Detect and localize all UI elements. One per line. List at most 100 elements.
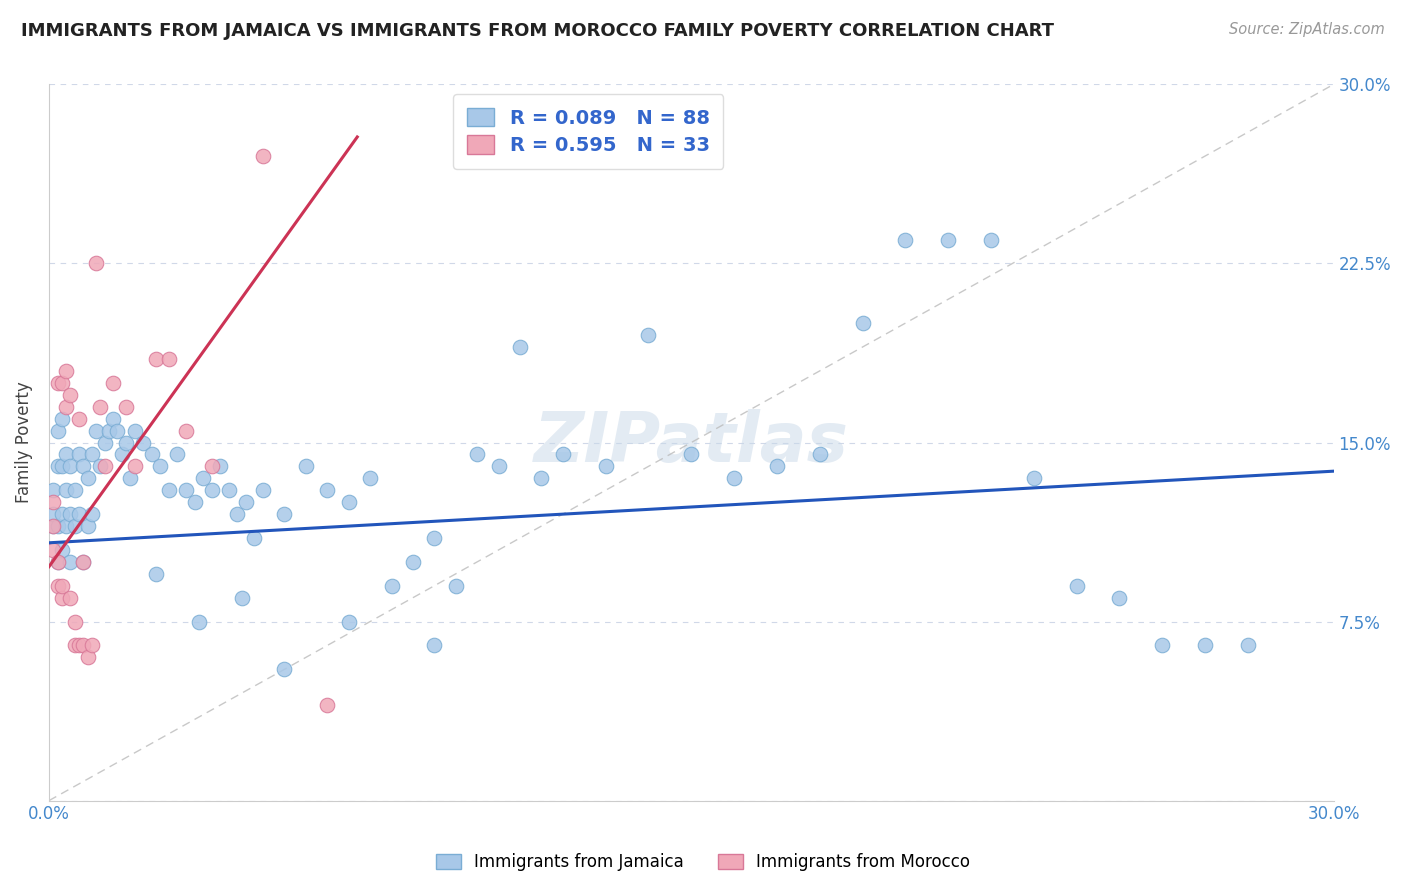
Point [174, 424, 197, 438]
Point [316, 483, 339, 498]
Point [1194, 639, 1216, 653]
Point [444, 579, 467, 593]
Point [55, 483, 77, 498]
Point [51, 579, 73, 593]
Point [76, 519, 98, 533]
Point [59, 459, 82, 474]
Text: IMMIGRANTS FROM JAMAICA VS IMMIGRANTS FROM MOROCCO FAMILY POVERTY CORRELATION CH: IMMIGRANTS FROM JAMAICA VS IMMIGRANTS FR… [21, 22, 1054, 40]
Point [115, 400, 138, 414]
Point [851, 316, 873, 330]
Point [894, 233, 917, 247]
Point [980, 233, 1002, 247]
Point [42, 507, 65, 521]
Point [42, 519, 65, 533]
Point [42, 543, 65, 558]
Point [46, 579, 69, 593]
Point [93, 435, 115, 450]
Point [157, 483, 180, 498]
Point [166, 447, 188, 461]
Text: Source: ZipAtlas.com: Source: ZipAtlas.com [1229, 22, 1385, 37]
Point [209, 459, 232, 474]
Point [337, 495, 360, 509]
Point [1066, 579, 1088, 593]
Point [359, 471, 381, 485]
Point [157, 351, 180, 366]
Point [59, 507, 82, 521]
Point [55, 364, 77, 378]
Point [63, 483, 86, 498]
Point [149, 459, 172, 474]
Point [226, 507, 249, 521]
Point [76, 650, 98, 665]
Point [51, 591, 73, 605]
Point [252, 149, 274, 163]
Point [124, 459, 146, 474]
Point [337, 615, 360, 629]
Point [183, 495, 205, 509]
Point [936, 233, 959, 247]
Point [42, 519, 65, 533]
Point [97, 424, 120, 438]
Point [46, 424, 69, 438]
Point [84, 256, 107, 270]
Point [145, 566, 167, 581]
Point [551, 447, 574, 461]
Point [103, 411, 125, 425]
Point [141, 447, 163, 461]
Point [423, 531, 446, 545]
Point [124, 424, 146, 438]
Point [46, 519, 69, 533]
Point [681, 447, 703, 461]
Point [723, 471, 745, 485]
Point [46, 555, 69, 569]
Point [55, 519, 77, 533]
Point [1237, 639, 1260, 653]
Point [72, 639, 94, 653]
Point [80, 447, 103, 461]
Point [59, 591, 82, 605]
Point [218, 483, 240, 498]
Point [63, 615, 86, 629]
Point [1152, 639, 1174, 653]
Point [76, 471, 98, 485]
Point [42, 483, 65, 498]
Point [42, 495, 65, 509]
Point [89, 400, 111, 414]
Point [67, 639, 90, 653]
Point [132, 435, 155, 450]
Point [51, 543, 73, 558]
Point [72, 459, 94, 474]
Point [402, 555, 425, 569]
Point [465, 447, 488, 461]
Point [637, 328, 659, 343]
Point [766, 459, 789, 474]
Point [115, 435, 138, 450]
Point [235, 495, 257, 509]
Point [67, 507, 90, 521]
Point [201, 483, 224, 498]
Point [509, 340, 531, 354]
Point [103, 376, 125, 390]
Point [243, 531, 266, 545]
Point [595, 459, 617, 474]
Point [423, 639, 446, 653]
Point [59, 555, 82, 569]
Text: ZIPatlas: ZIPatlas [534, 409, 849, 476]
Point [51, 376, 73, 390]
Point [380, 579, 402, 593]
Point [191, 471, 214, 485]
Point [488, 459, 510, 474]
Point [145, 351, 167, 366]
Point [46, 459, 69, 474]
Point [252, 483, 274, 498]
Point [107, 424, 129, 438]
Y-axis label: Family Poverty: Family Poverty [15, 382, 32, 503]
Point [67, 411, 90, 425]
Point [93, 459, 115, 474]
Point [84, 424, 107, 438]
Point [55, 400, 77, 414]
Point [63, 639, 86, 653]
Legend: R = 0.089   N = 88, R = 0.595   N = 33: R = 0.089 N = 88, R = 0.595 N = 33 [454, 95, 724, 169]
Point [80, 639, 103, 653]
Point [46, 376, 69, 390]
